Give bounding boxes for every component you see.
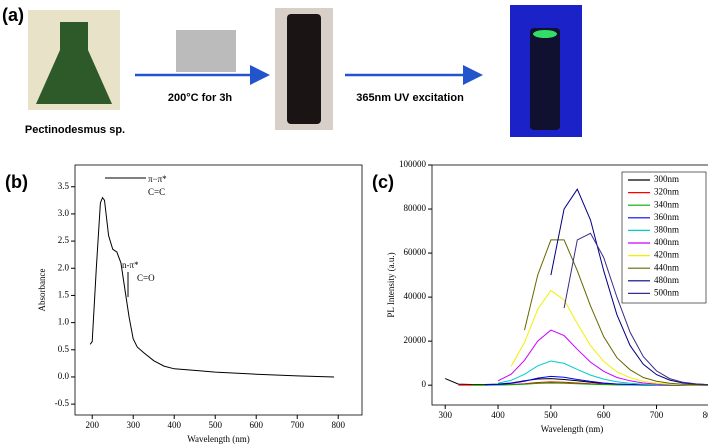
x-tick-label: 200 xyxy=(85,420,99,430)
x-tick-label: 700 xyxy=(290,420,304,430)
legend-label: 480nm xyxy=(654,275,679,285)
y-tick-label: 2.0 xyxy=(58,262,70,272)
x-axis-label: Wavelength (nm) xyxy=(541,424,604,434)
panel-label: (a) xyxy=(2,5,24,25)
y-tick-label: 60000 xyxy=(404,247,427,257)
y-tick-label: 20000 xyxy=(404,335,427,345)
annotation: C=C xyxy=(148,187,165,197)
glow xyxy=(533,30,557,38)
data-line xyxy=(563,232,708,386)
y-tick-label: 0.5 xyxy=(58,344,70,354)
x-tick-label: 400 xyxy=(167,420,181,430)
x-tick-label: 500 xyxy=(544,410,558,420)
y-tick-label: -0.5 xyxy=(55,398,70,408)
y-tick-label: 3.0 xyxy=(58,208,70,218)
caption: Pectinodesmus sp. xyxy=(25,124,125,136)
y-tick-label: 0.0 xyxy=(58,371,70,381)
x-tick-label: 700 xyxy=(650,410,664,420)
x-axis-label: Wavelength (nm) xyxy=(187,434,250,444)
legend-label: 340nm xyxy=(654,199,679,209)
y-tick-label: 0 xyxy=(422,379,427,389)
y-axis-label: PL Intensity (a.u.) xyxy=(386,252,396,317)
plot-frame xyxy=(74,164,363,416)
vial xyxy=(287,14,321,124)
step-label: 365nm UV excitation xyxy=(356,92,464,104)
panel-label: (b) xyxy=(5,172,28,192)
x-tick-label: 400 xyxy=(491,410,505,420)
x-tick-label: 500 xyxy=(208,420,222,430)
x-tick-label: 600 xyxy=(597,410,611,420)
legend-label: 380nm xyxy=(654,224,679,234)
legend-box xyxy=(621,171,707,304)
step-label: 200°C for 3h xyxy=(168,92,233,104)
vial xyxy=(530,28,560,130)
y-axis-label: Absorbance xyxy=(37,269,47,312)
legend-label: 300nm xyxy=(654,174,679,184)
legend-label: 320nm xyxy=(654,187,679,197)
plot-frame xyxy=(431,164,708,406)
y-tick-label: 80000 xyxy=(404,203,427,213)
x-tick-label: 800 xyxy=(331,420,345,430)
legend-label: 440nm xyxy=(654,262,679,272)
x-tick-label: 600 xyxy=(249,420,263,430)
data-line xyxy=(89,196,335,378)
legend-label: 400nm xyxy=(654,237,679,247)
y-tick-label: 1.0 xyxy=(58,317,70,327)
legend-label: 420nm xyxy=(654,250,679,260)
data-line xyxy=(524,239,708,386)
y-tick-label: 1.5 xyxy=(58,289,70,299)
y-tick-label: 40000 xyxy=(404,291,427,301)
data-line xyxy=(497,329,708,386)
panel-label: (c) xyxy=(372,172,394,192)
x-tick-label: 800 xyxy=(703,410,708,420)
legend-label: 500nm xyxy=(654,287,679,297)
x-tick-label: 300 xyxy=(126,420,140,430)
y-tick-label: 100000 xyxy=(399,159,427,169)
x-tick-label: 300 xyxy=(438,410,452,420)
y-tick-label: 3.5 xyxy=(58,181,70,191)
data-line xyxy=(550,188,708,386)
flask xyxy=(36,22,112,104)
autoclave xyxy=(176,30,236,72)
data-line xyxy=(510,289,708,386)
annotation: π−π* xyxy=(148,174,167,184)
annotation: C=O xyxy=(137,273,155,283)
annotation: n-π* xyxy=(122,260,139,270)
y-tick-label: 2.5 xyxy=(58,235,70,245)
legend-label: 360nm xyxy=(654,212,679,222)
